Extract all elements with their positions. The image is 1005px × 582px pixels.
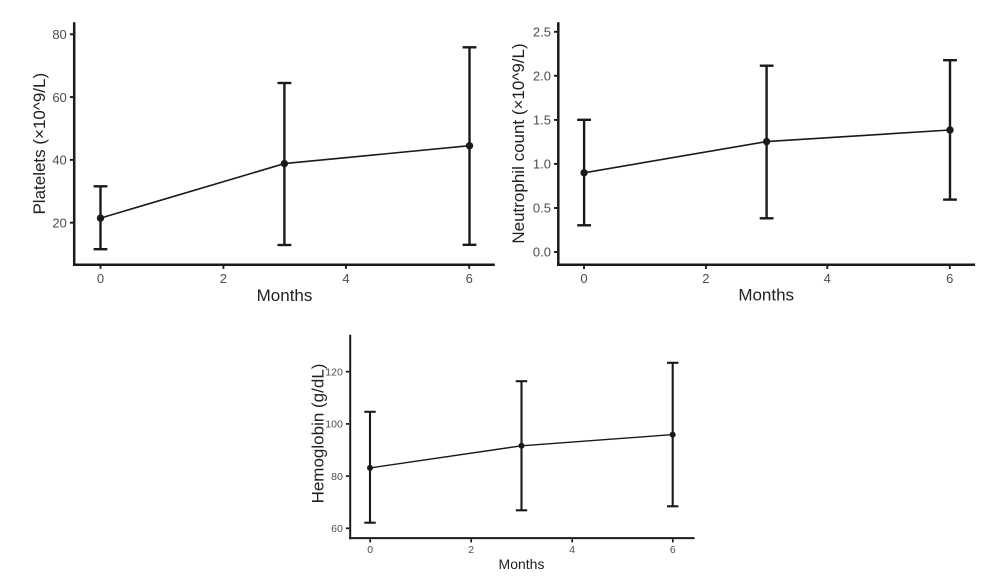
svg-text:4: 4 bbox=[569, 544, 575, 556]
svg-text:100: 100 bbox=[325, 419, 343, 431]
svg-text:2.0: 2.0 bbox=[533, 69, 551, 84]
svg-text:2.5: 2.5 bbox=[533, 25, 551, 40]
svg-text:2: 2 bbox=[220, 271, 227, 286]
svg-text:4: 4 bbox=[824, 271, 831, 286]
svg-text:20: 20 bbox=[52, 215, 66, 230]
svg-text:6: 6 bbox=[670, 544, 676, 556]
svg-text:2: 2 bbox=[468, 544, 474, 556]
svg-text:1.0: 1.0 bbox=[533, 157, 551, 172]
svg-text:2: 2 bbox=[702, 271, 709, 286]
svg-text:40: 40 bbox=[52, 153, 66, 168]
svg-text:80: 80 bbox=[331, 471, 343, 483]
svg-text:Months: Months bbox=[257, 286, 313, 305]
svg-text:Months: Months bbox=[499, 556, 545, 572]
svg-text:Platelets (×10^9/L): Platelets (×10^9/L) bbox=[30, 73, 49, 215]
svg-text:0.5: 0.5 bbox=[533, 201, 551, 216]
svg-text:Neutrophil count (×10^9/L): Neutrophil count (×10^9/L) bbox=[509, 43, 528, 243]
svg-text:0.0: 0.0 bbox=[533, 245, 551, 260]
svg-text:60: 60 bbox=[331, 523, 343, 535]
svg-text:0: 0 bbox=[367, 544, 373, 556]
svg-text:6: 6 bbox=[466, 271, 473, 286]
svg-text:1.5: 1.5 bbox=[533, 113, 551, 128]
svg-text:Hemoglobin (g/dL): Hemoglobin (g/dL) bbox=[309, 364, 328, 504]
svg-text:6: 6 bbox=[946, 271, 953, 286]
svg-text:120: 120 bbox=[325, 366, 343, 378]
svg-text:0: 0 bbox=[580, 271, 587, 286]
svg-text:4: 4 bbox=[342, 271, 349, 286]
svg-text:Months: Months bbox=[738, 285, 794, 304]
svg-text:0: 0 bbox=[97, 271, 104, 286]
svg-text:80: 80 bbox=[52, 27, 66, 42]
svg-text:60: 60 bbox=[52, 90, 66, 105]
